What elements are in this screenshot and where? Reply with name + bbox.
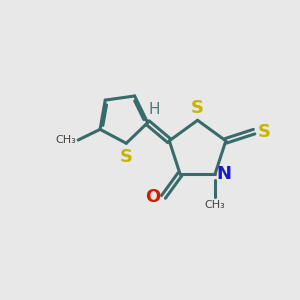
Text: N: N [217,165,232,183]
Text: CH₃: CH₃ [205,200,225,210]
Text: S: S [120,148,133,166]
Text: CH₃: CH₃ [55,135,76,145]
Text: S: S [258,123,271,141]
Text: H: H [148,102,160,117]
Text: O: O [145,188,160,206]
Text: S: S [191,99,204,117]
